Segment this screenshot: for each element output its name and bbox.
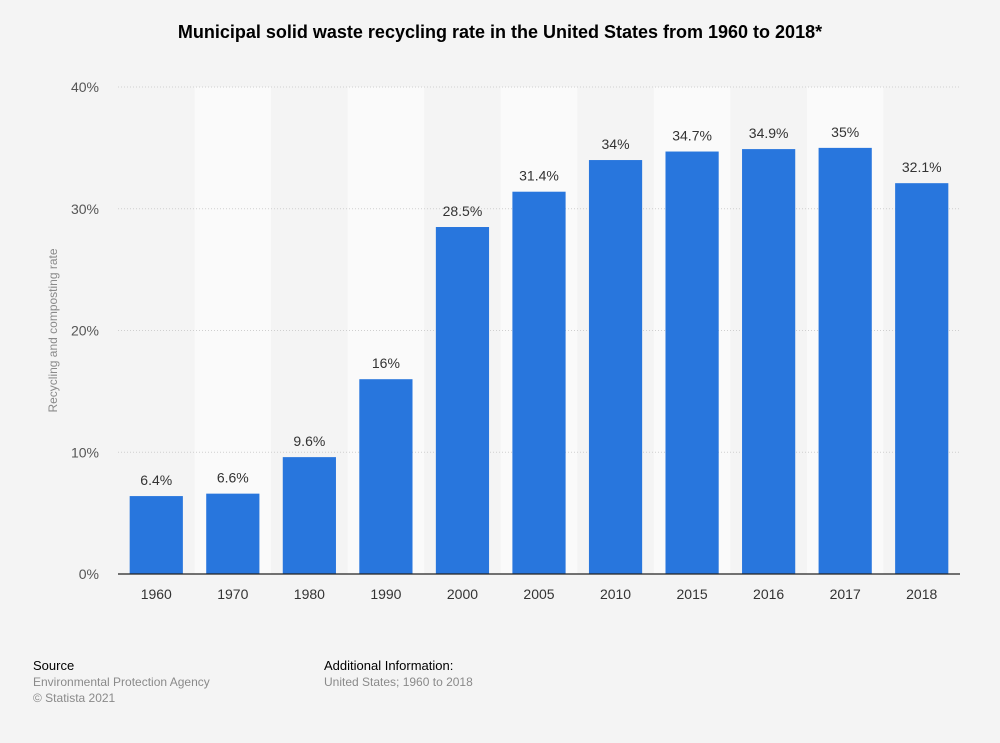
data-label: 35% — [831, 124, 859, 140]
bar — [512, 191, 566, 574]
x-tick-label: 2017 — [830, 586, 861, 602]
data-label: 34.7% — [672, 128, 712, 144]
bar — [129, 496, 183, 574]
additional-info-heading: Additional Information: — [324, 658, 454, 673]
source-heading: Source — [33, 658, 75, 673]
data-label: 6.6% — [217, 470, 249, 486]
copyright: © Statista 2021 — [33, 691, 116, 705]
data-label: 28.5% — [443, 203, 483, 219]
bar — [206, 493, 260, 574]
source-block: Source Environmental Protection Agency ©… — [33, 658, 210, 706]
data-label: 31.4% — [519, 168, 559, 184]
y-tick-label: 20% — [71, 323, 99, 339]
bar — [588, 160, 643, 575]
data-label: 34.9% — [749, 125, 789, 141]
x-tick-label: 2016 — [753, 586, 784, 602]
bar — [742, 149, 796, 574]
bar — [435, 227, 490, 574]
y-tick-label: 40% — [71, 79, 99, 95]
additional-info-text: United States; 1960 to 2018 — [324, 675, 473, 689]
y-tick-label: 30% — [71, 201, 99, 217]
data-label: 34% — [602, 136, 630, 152]
bar — [818, 147, 872, 574]
bar — [665, 151, 719, 574]
y-tick-label: 10% — [71, 444, 99, 460]
source-name[interactable]: Environmental Protection Agency — [33, 675, 210, 689]
additional-info-block: Additional Information: United States; 1… — [324, 658, 473, 690]
bar — [359, 379, 413, 574]
data-label: 16% — [372, 355, 400, 371]
chart-title: Municipal solid waste recycling rate in … — [177, 22, 823, 42]
x-tick-label: 1970 — [217, 586, 248, 602]
data-label: 6.4% — [140, 472, 172, 488]
x-tick-label: 2015 — [677, 586, 708, 602]
x-tick-label: 1980 — [294, 586, 325, 602]
y-axis-label: Recycling and composting rate — [46, 248, 60, 412]
x-tick-label: 1960 — [141, 586, 172, 602]
x-tick-label: 1990 — [370, 586, 401, 602]
x-tick-label: 2000 — [447, 586, 478, 602]
x-tick-label: 2010 — [600, 586, 631, 602]
x-tick-label: 2018 — [906, 586, 937, 602]
bar — [282, 457, 336, 574]
bar — [895, 183, 949, 574]
x-tick-label: 2005 — [523, 586, 554, 602]
data-label: 9.6% — [293, 433, 325, 449]
data-label: 32.1% — [902, 159, 942, 175]
y-tick-label: 0% — [79, 566, 99, 582]
